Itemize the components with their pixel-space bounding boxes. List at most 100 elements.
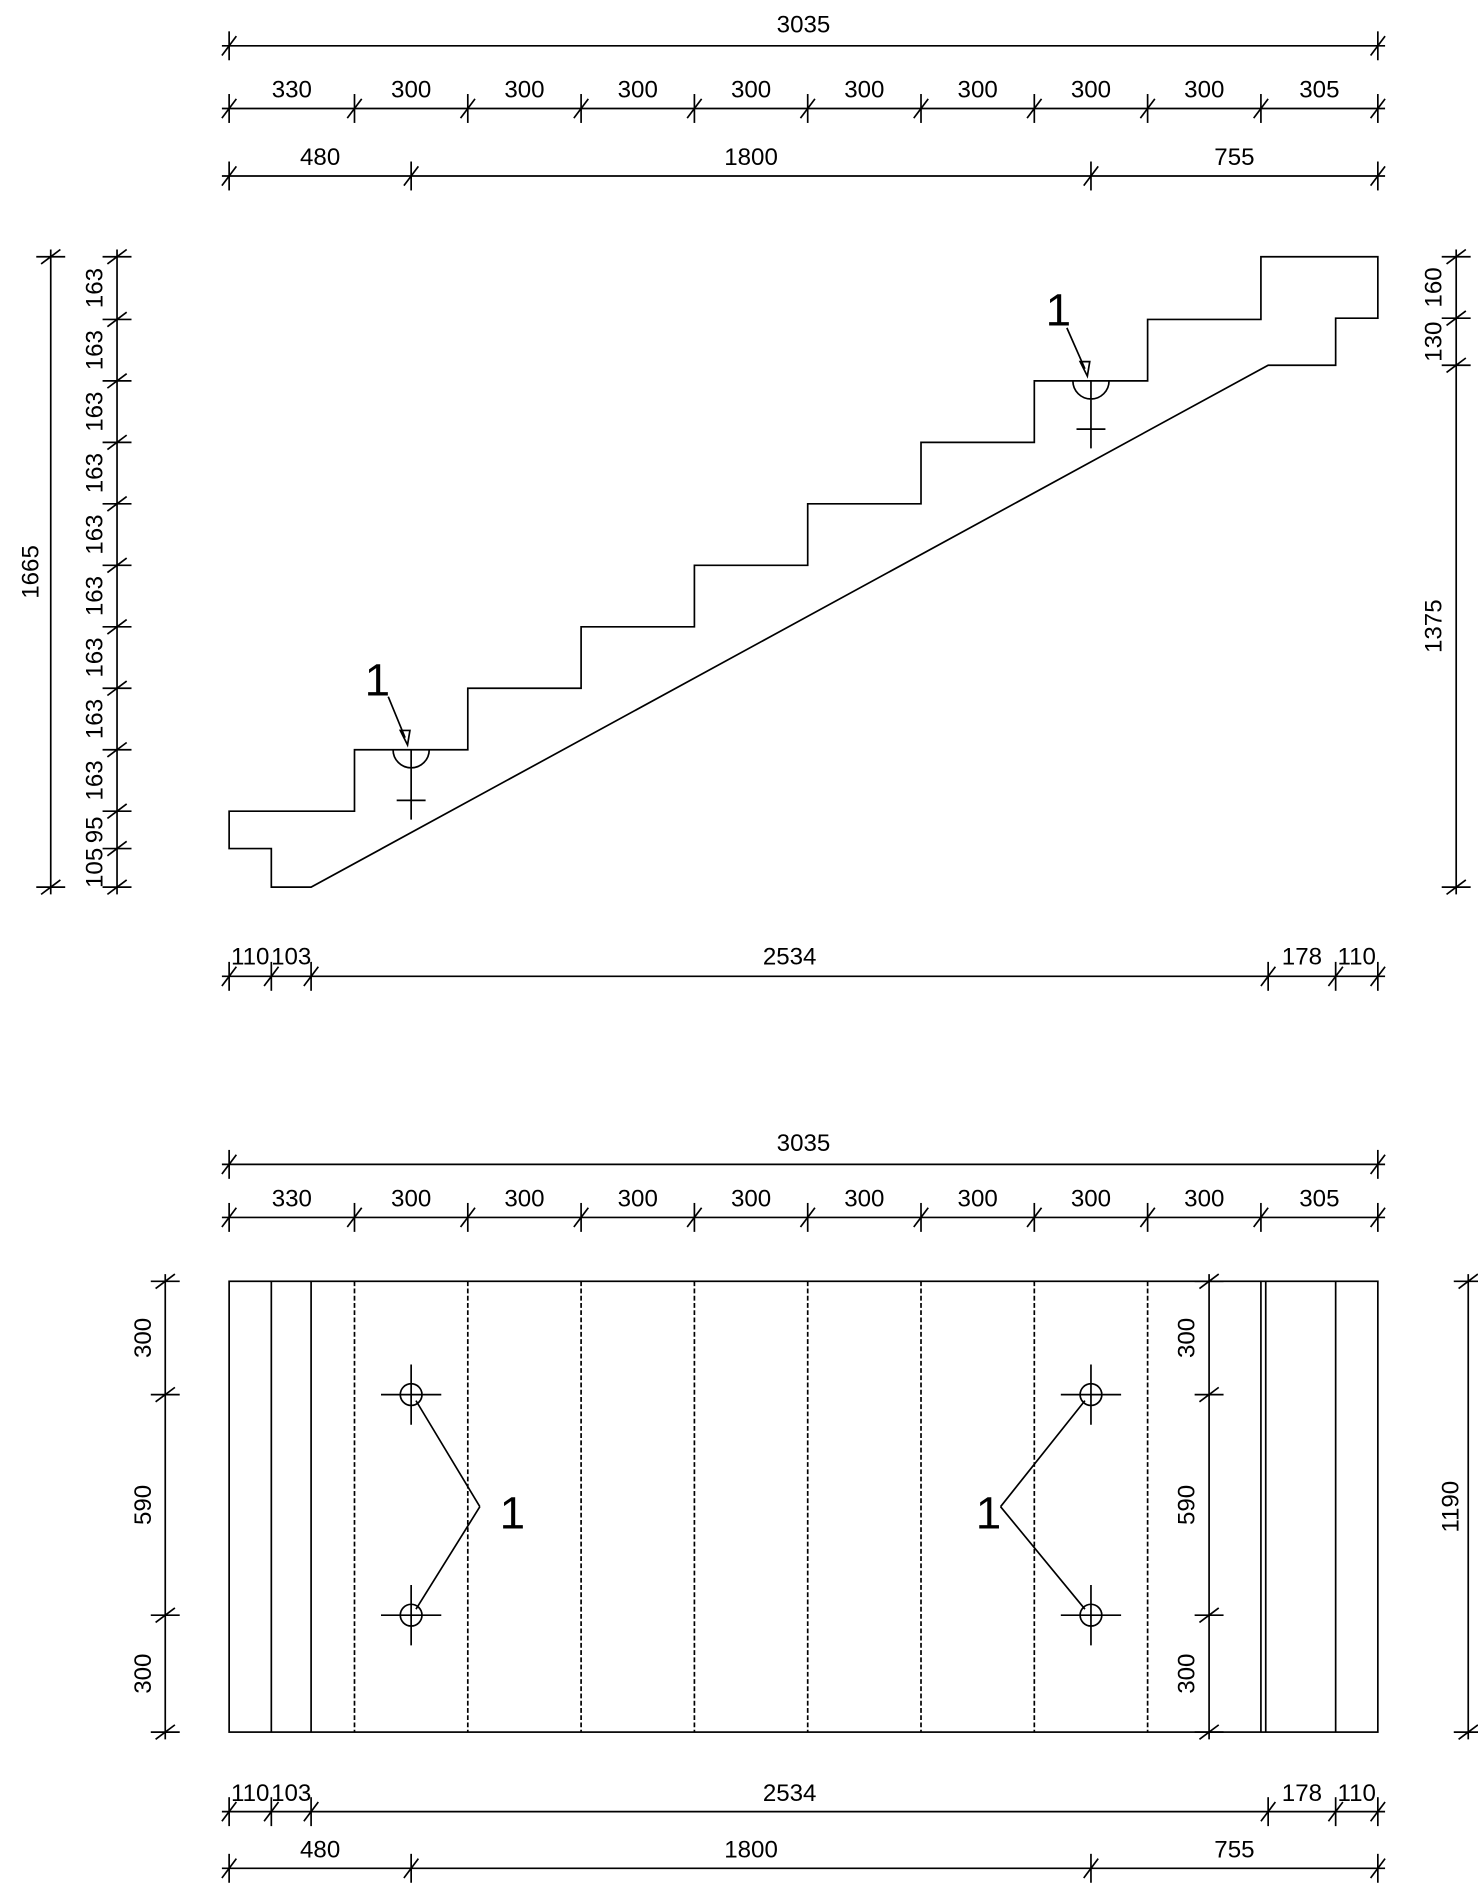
dimension-tick [686,98,703,119]
dimension-label: 590 [1174,1485,1201,1525]
dimension-label: 163 [82,637,109,677]
dimension-label: 1190 [1438,1481,1465,1533]
dimension-tick [303,966,320,987]
dimension-tick [221,98,238,119]
dimension-tick [1253,98,1269,119]
dimension-tick [1369,165,1386,187]
dimension-label: 130 [1421,322,1448,362]
dimension-tick [155,1386,176,1403]
marker-label: 1 [500,1487,525,1538]
dimension-tick [1327,966,1344,987]
dimension-label: 110 [1338,1780,1376,1807]
dimension-tick [1139,98,1156,119]
dimension-label: 163 [82,453,109,493]
dimension-tick [221,165,238,187]
dimension-tick [155,1273,176,1290]
dimension-label: 3035 [777,12,831,39]
dimension-tick [1139,1207,1156,1228]
dimension-label: 163 [82,330,109,370]
dimension-tick [1369,966,1386,987]
dimension-tick [106,840,128,857]
dimension-tick [799,98,816,119]
dimension-tick [106,434,128,451]
dimension-label: 1800 [724,1836,778,1863]
dimension-label: 105 [82,848,109,888]
dimension-label: 160 [1421,267,1448,307]
dimension-tick [1458,1724,1478,1741]
dimension-label: 300 [844,1186,884,1213]
dimension-label: 110 [231,1780,269,1807]
dimension-label: 163 [82,514,109,554]
dimension-label: 2534 [763,943,817,970]
dimension-label: 163 [82,699,109,739]
dimension-tick [1083,165,1099,187]
dimension-label: 300 [391,1186,431,1213]
dimension-tick [686,1207,703,1228]
dimension-label: 300 [731,77,771,104]
dimension-tick [106,495,128,512]
dimension-tick [1458,1273,1478,1290]
dimension-label: 300 [1184,1186,1224,1213]
dimension-label: 163 [82,392,109,432]
dimension-tick [263,1801,280,1822]
dimension-label: 300 [1071,77,1111,104]
dimension-tick [106,680,128,697]
dimension-label: 300 [958,77,998,104]
dimension-label: 305 [1299,1186,1339,1213]
dimension-label: 2534 [763,1780,817,1807]
dimension-tick [40,879,61,896]
dimension-tick [1253,1207,1269,1228]
dimension-label: 480 [300,144,340,171]
dimension-tick [799,1207,816,1228]
dimension-tick [106,879,128,896]
dimension-tick [346,98,363,119]
dimension-label: 300 [731,1186,771,1213]
dimension-label: 755 [1214,144,1254,171]
marker-label: 1 [976,1487,1001,1538]
dimension-label: 1665 [18,545,45,599]
dimension-tick [1327,1801,1344,1822]
dimension-tick [40,248,61,265]
dimension-label: 330 [272,1186,312,1213]
dimension-label: 300 [844,77,884,104]
dimension-tick [263,966,280,987]
dimension-tick [1026,98,1043,119]
dimension-tick [221,1154,238,1175]
dimension-tick [1198,1273,1220,1290]
dimension-tick [1260,966,1277,987]
elevation-anchors [387,327,1110,820]
dimension-label: 300 [618,1186,658,1213]
dimension-tick [913,98,929,119]
dimension-label: 300 [391,77,431,104]
dimension-tick [1026,1207,1043,1228]
dimension-tick [1369,1154,1386,1175]
dimension-tick [1198,1607,1220,1624]
dimension-tick [1369,1801,1386,1822]
dimension-label: 300 [130,1654,157,1694]
dimension-label: 305 [1299,77,1339,104]
dimension-label: 110 [231,943,269,970]
dimension-tick [155,1724,176,1741]
dimension-label: 300 [504,1186,544,1213]
dimension-label: 590 [130,1485,157,1525]
dimension-tick [1369,35,1386,56]
dimension-tick [303,1801,320,1822]
dimension-tick [1083,1858,1099,1879]
dimension-tick [459,98,476,119]
dimension-label: 300 [1174,1654,1201,1694]
marker-label: 1 [365,654,390,705]
dimension-tick [106,372,128,389]
dimension-tick [106,311,128,328]
dimension-tick [221,1207,238,1228]
dimension-tick [1446,310,1467,327]
dimension-label: 163 [82,268,109,308]
stair-profile [228,255,1379,888]
dimension-tick [403,1858,420,1879]
dimension-tick [221,1801,238,1822]
dimension-label: 1375 [1421,599,1448,653]
dimension-label: 3035 [777,1130,831,1157]
dimension-tick [106,557,128,574]
dimension-label: 300 [618,77,658,104]
dimension-label: 300 [1174,1318,1201,1358]
